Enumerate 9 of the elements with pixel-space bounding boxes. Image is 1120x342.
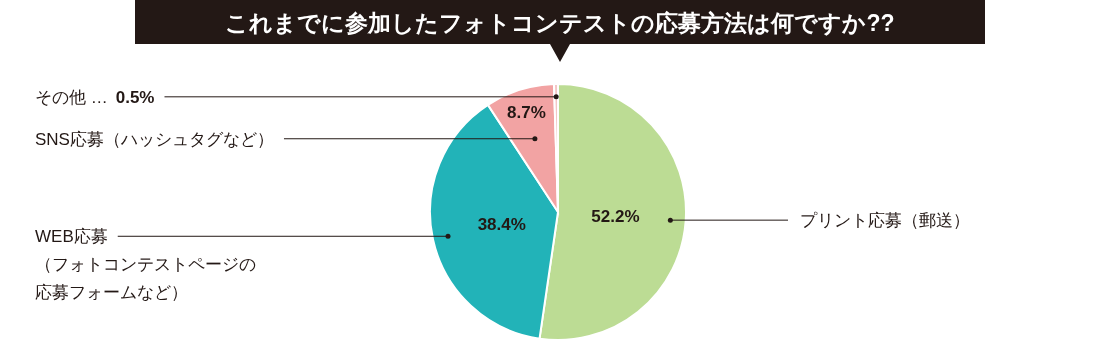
chart-title: これまでに参加したフォトコンテストの応募方法は何ですか?? bbox=[225, 10, 895, 36]
slice-label: その他 … bbox=[35, 87, 108, 107]
data-label: 8.7% bbox=[507, 102, 546, 122]
data-label: 52.2% bbox=[591, 207, 640, 227]
slice-label: SNS応募（ハッシュタグなど） bbox=[35, 129, 274, 149]
data-label: 0.5% bbox=[115, 87, 155, 107]
data-label: 38.4% bbox=[477, 215, 526, 235]
slice-label: プリント応募（郵送） bbox=[800, 211, 970, 231]
slice-label: WEB応募（フォトコンテストページの応募フォームなど） bbox=[35, 227, 256, 303]
